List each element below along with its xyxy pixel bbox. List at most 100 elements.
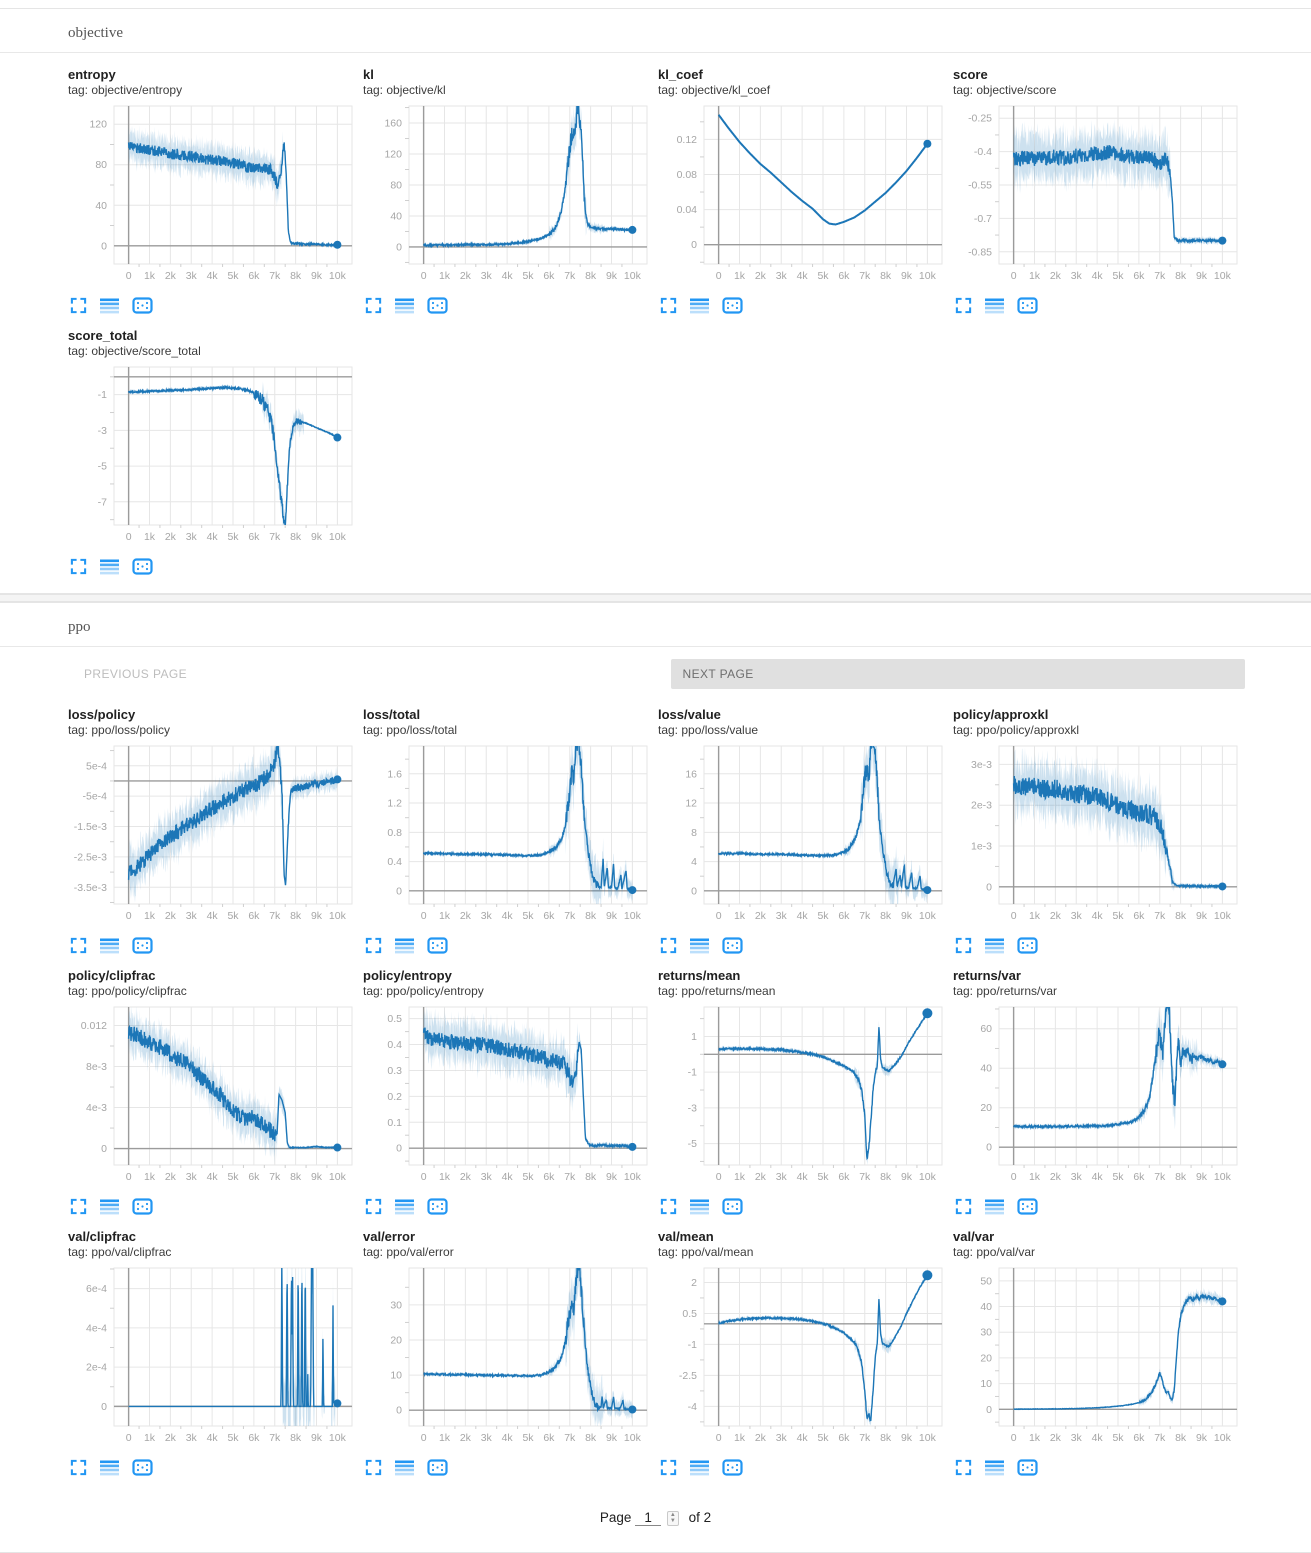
log-scale-toggle-button[interactable] <box>100 558 119 575</box>
section-header-ppo[interactable]: ppo <box>0 603 1311 647</box>
fit-domain-button[interactable] <box>132 937 153 954</box>
fit-domain-button[interactable] <box>132 297 153 314</box>
fit-domain-button[interactable] <box>722 297 743 314</box>
svg-text:3k: 3k <box>1071 1432 1083 1444</box>
svg-text:1k: 1k <box>1029 1171 1041 1183</box>
scalar-chart[interactable]: 0 1k 2k 3k 4k 5k 6k 7k 8k 9k 10k 0 4 8 12 16 <box>658 740 948 928</box>
expand-chart-button[interactable] <box>365 1198 382 1215</box>
scalar-chart[interactable]: 0 1k 2k 3k 4k 5k 6k 7k 8k 9k 10k -5 -3 -1 1 <box>658 1001 948 1189</box>
scalar-chart[interactable]: 0 1k 2k 3k 4k 5k 6k 7k 8k 9k 10k 5e-4 -5e-4 -1.5e-3 -2… <box>68 740 358 928</box>
fit-domain-button[interactable] <box>132 1459 153 1476</box>
fit-domain-button[interactable] <box>427 1198 448 1215</box>
scalar-chart[interactable]: 0 1k 2k 3k 4k 5k 6k 7k 8k 9k 10k -7 -5 -3 -1 <box>68 361 358 549</box>
svg-text:8k: 8k <box>290 1432 302 1444</box>
fit-domain-button[interactable] <box>722 937 743 954</box>
expand-chart-button[interactable] <box>955 937 972 954</box>
scalar-chart[interactable]: 0 1k 2k 3k 4k 5k 6k 7k 8k 9k 10k 0 10 20 30 <box>363 1262 653 1450</box>
expand-chart-button[interactable] <box>70 297 87 314</box>
expand-chart-button[interactable] <box>660 937 677 954</box>
log-scale-toggle-button[interactable] <box>690 1198 709 1215</box>
scalar-chart[interactable]: 0 1k 2k 3k 4k 5k 6k 7k 8k 9k 10k 0 10 20 30 40 50 <box>953 1262 1243 1450</box>
svg-text:5k: 5k <box>522 1432 534 1444</box>
svg-text:16: 16 <box>685 768 697 780</box>
log-scale-toggle-button[interactable] <box>100 937 119 954</box>
scalar-chart[interactable]: 0 1k 2k 3k 4k 5k 6k 7k 8k 9k 10k 0 40 80 120 <box>68 100 358 288</box>
page-number-spinner[interactable]: ▲ ▼ <box>666 1510 679 1526</box>
expand-chart-button[interactable] <box>70 937 87 954</box>
log-scale-toggle-button[interactable] <box>395 297 414 314</box>
fit-domain-to-data-icon <box>427 1459 448 1476</box>
expand-chart-button[interactable] <box>365 1459 382 1476</box>
fullscreen-expand-icon <box>660 297 677 314</box>
scalar-chart[interactable]: 0 1k 2k 3k 4k 5k 6k 7k 8k 9k 10k 0 0.1 0.2 0.3 0.4 0.5 <box>363 1001 653 1189</box>
fit-domain-button[interactable] <box>1017 937 1038 954</box>
log-scale-toggle-button[interactable] <box>985 1459 1004 1476</box>
svg-text:6k: 6k <box>248 910 260 922</box>
fit-domain-button[interactable] <box>722 1198 743 1215</box>
horizontal-bars-icon <box>100 938 119 954</box>
fit-domain-button[interactable] <box>427 297 448 314</box>
expand-chart-button[interactable] <box>660 1459 677 1476</box>
log-scale-toggle-button[interactable] <box>985 297 1004 314</box>
svg-text:0: 0 <box>986 1404 992 1416</box>
svg-text:6k: 6k <box>1133 1171 1145 1183</box>
chart-tag: tag: ppo/val/error <box>363 1245 454 1259</box>
section-header-objective[interactable]: objective <box>0 9 1311 53</box>
scalar-chart[interactable]: 0 1k 2k 3k 4k 5k 6k 7k 8k 9k 10k 0 0.04 0.08 0.12 <box>658 100 948 288</box>
svg-text:8k: 8k <box>585 910 597 922</box>
scalar-chart[interactable]: 0 1k 2k 3k 4k 5k 6k 7k 8k 9k 10k 0 2e-4 4e-4 6e-4 <box>68 1262 358 1450</box>
svg-text:0.2: 0.2 <box>387 1091 402 1103</box>
next-page-button[interactable]: NEXT PAGE <box>670 659 1245 689</box>
expand-chart-button[interactable] <box>955 297 972 314</box>
expand-chart-button[interactable] <box>955 1459 972 1476</box>
svg-text:4k: 4k <box>207 531 219 543</box>
fit-domain-button[interactable] <box>722 1459 743 1476</box>
log-scale-toggle-button[interactable] <box>690 297 709 314</box>
svg-text:9k: 9k <box>901 1171 913 1183</box>
expand-chart-button[interactable] <box>70 1459 87 1476</box>
fit-domain-button[interactable] <box>1017 1459 1038 1476</box>
log-scale-toggle-button[interactable] <box>100 1198 119 1215</box>
svg-text:5k: 5k <box>1112 270 1124 282</box>
log-scale-toggle-button[interactable] <box>100 297 119 314</box>
log-scale-toggle-button[interactable] <box>395 1198 414 1215</box>
page-number-input[interactable] <box>635 1510 662 1526</box>
scalar-chart[interactable]: 0 1k 2k 3k 4k 5k 6k 7k 8k 9k 10k -0.85 -0.7 -0.55 -0.4… <box>953 100 1243 288</box>
fit-domain-button[interactable] <box>132 1198 153 1215</box>
scalar-chart[interactable]: 0 1k 2k 3k 4k 5k 6k 7k 8k 9k 10k 0 40 80 120 160 <box>363 100 653 288</box>
expand-chart-button[interactable] <box>365 297 382 314</box>
page-top-gap <box>0 0 1311 8</box>
scalar-chart[interactable]: 0 1k 2k 3k 4k 5k 6k 7k 8k 9k 10k 0 0.4 0.8 1.2 1.6 <box>363 740 653 928</box>
spinner-up-icon[interactable]: ▲ <box>669 1511 676 1518</box>
scalar-chart[interactable]: 0 1k 2k 3k 4k 5k 6k 7k 8k 9k 10k 0 4e-3 8e-3 0.012 <box>68 1001 358 1189</box>
svg-text:1k: 1k <box>1029 270 1041 282</box>
scalar-chart[interactable]: 0 1k 2k 3k 4k 5k 6k 7k 8k 9k 10k -4 -2.5 -1 0.5 2 <box>658 1262 948 1450</box>
fit-domain-button[interactable] <box>427 1459 448 1476</box>
fit-domain-button[interactable] <box>1017 297 1038 314</box>
log-scale-toggle-button[interactable] <box>690 1459 709 1476</box>
fit-domain-button[interactable] <box>1017 1198 1038 1215</box>
log-scale-toggle-button[interactable] <box>395 937 414 954</box>
expand-chart-button[interactable] <box>70 1198 87 1215</box>
log-scale-toggle-button[interactable] <box>100 1459 119 1476</box>
fullscreen-expand-icon <box>70 1459 87 1476</box>
expand-chart-button[interactable] <box>660 1198 677 1215</box>
expand-chart-button[interactable] <box>365 937 382 954</box>
fit-domain-to-data-icon <box>1017 937 1038 954</box>
fit-domain-button[interactable] <box>427 937 448 954</box>
svg-text:4k: 4k <box>797 270 809 282</box>
scalar-chart[interactable]: 0 1k 2k 3k 4k 5k 6k 7k 8k 9k 10k 0 1e-3 2e-3 3e-3 <box>953 740 1243 928</box>
log-scale-toggle-button[interactable] <box>985 937 1004 954</box>
spinner-down-icon[interactable]: ▼ <box>669 1518 676 1525</box>
log-scale-toggle-button[interactable] <box>690 937 709 954</box>
previous-page-button[interactable]: PREVIOUS PAGE <box>72 659 647 689</box>
expand-chart-button[interactable] <box>660 297 677 314</box>
scalar-chart[interactable]: 0 1k 2k 3k 4k 5k 6k 7k 8k 9k 10k 0 20 40 60 <box>953 1001 1243 1189</box>
fullscreen-expand-icon <box>660 937 677 954</box>
log-scale-toggle-button[interactable] <box>395 1459 414 1476</box>
log-scale-toggle-button[interactable] <box>985 1198 1004 1215</box>
fit-domain-button[interactable] <box>132 558 153 575</box>
expand-chart-button[interactable] <box>955 1198 972 1215</box>
expand-chart-button[interactable] <box>70 558 87 575</box>
svg-text:0: 0 <box>716 270 722 282</box>
